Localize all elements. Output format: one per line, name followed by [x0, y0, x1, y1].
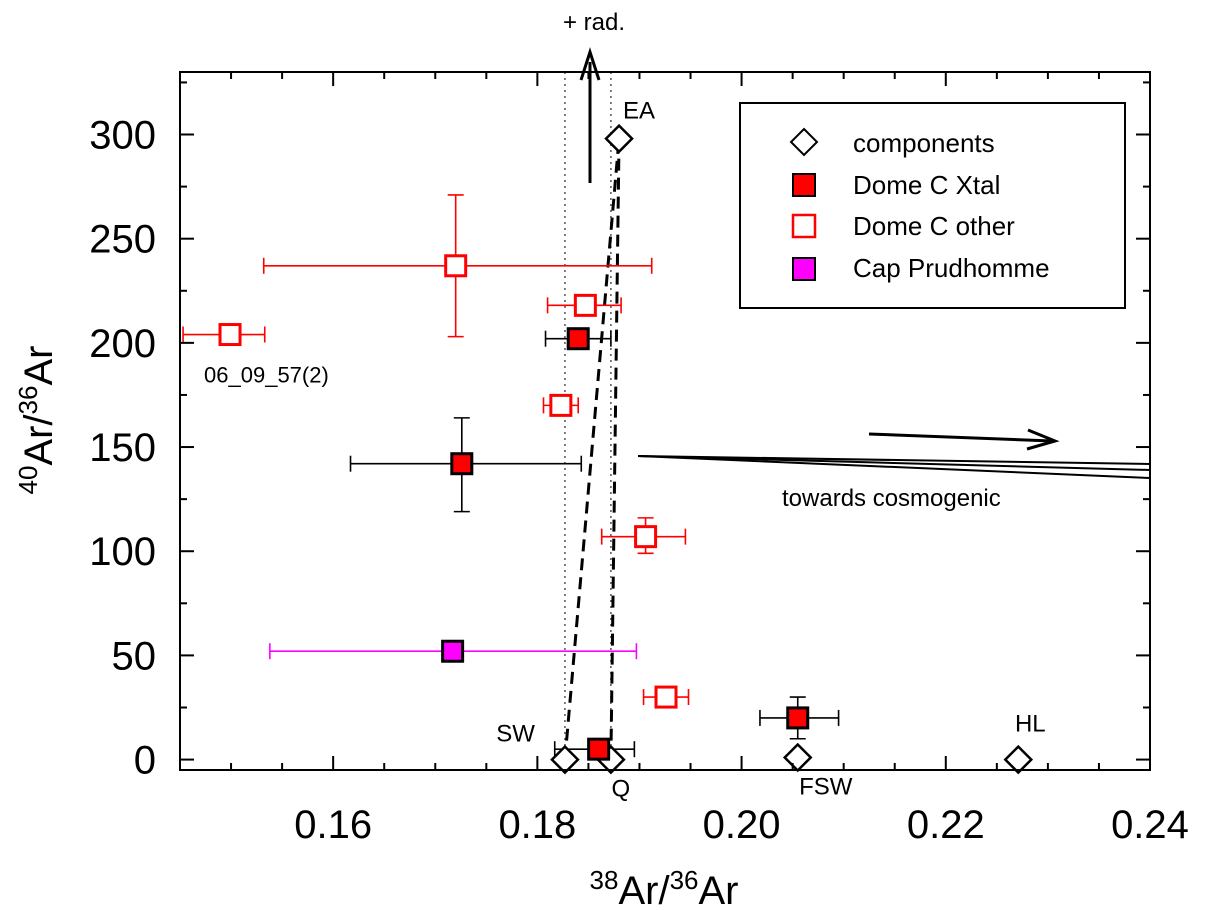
legend-magenta-square-icon — [792, 257, 816, 281]
legend-item-components: components — [789, 127, 995, 158]
data-point — [441, 639, 465, 663]
y-axis-title-sup-right: 36 — [13, 386, 43, 415]
legend-item-dome-c-other: Dome C other — [791, 211, 1015, 241]
cosmogenic-annotation: towards cosmogenic — [637, 428, 1151, 512]
point-label: EA — [623, 98, 655, 125]
data-point — [450, 452, 474, 476]
cosmogenic-fan-line — [637, 455, 1151, 471]
legend-item-dome-c-xtal: Dome C Xtal — [792, 170, 1000, 200]
y-axis-title-mid: Ar/ — [17, 414, 61, 466]
y-tick-label: 150 — [89, 426, 156, 470]
legend: components Dome C Xtal Dome C other Cap … — [739, 102, 1126, 309]
data-point — [573, 293, 597, 317]
legend-item-cap-prudhomme: Cap Prudhomme — [792, 253, 1050, 283]
y-tick-label: 100 — [89, 530, 156, 574]
data-point — [634, 525, 658, 549]
component-point — [550, 744, 580, 775]
x-axis-title-mid: Ar/ — [618, 869, 670, 913]
x-tick-label: 0.16 — [294, 803, 372, 847]
x-tick-label: 0.22 — [907, 803, 985, 847]
mixing-lines — [563, 138, 621, 760]
cosmogenic-arrow-head — [1026, 428, 1060, 451]
point-label: FSW — [799, 773, 853, 800]
y-axis-title-sup-left: 40 — [13, 466, 43, 495]
data-point — [444, 254, 468, 278]
x-tick-label: 0.24 — [1111, 803, 1189, 847]
y-tick-label: 250 — [89, 218, 156, 262]
y-tick-label: 0 — [134, 739, 156, 783]
legend-filled-red-square-icon — [792, 173, 816, 197]
data-point — [566, 327, 590, 351]
mixing-line-dashed — [563, 138, 621, 760]
data-point — [786, 706, 810, 730]
data-point — [654, 685, 678, 709]
component-point — [604, 123, 634, 154]
radiogenic-arrow-head — [579, 47, 601, 81]
component-point — [782, 742, 813, 773]
cosmogenic-label: towards cosmogenic — [782, 485, 1001, 512]
plot-frame — [179, 71, 1151, 771]
point-label: Q — [612, 776, 631, 803]
component-point — [1003, 744, 1034, 775]
legend-label: Dome C other — [853, 211, 1015, 241]
x-axis-title-sup-left: 38 — [590, 865, 619, 895]
x-tick-label: 0.18 — [498, 803, 576, 847]
mixing-line-dashed — [609, 138, 621, 760]
legend-label: components — [853, 128, 995, 158]
y-tick-label: 300 — [89, 114, 156, 158]
y-tick-label: 200 — [89, 322, 156, 366]
legend-open-red-square-icon — [791, 213, 817, 239]
data-point — [218, 323, 242, 347]
data-point — [549, 393, 573, 417]
legend-label: Cap Prudhomme — [853, 253, 1050, 283]
x-axis-title-sup-right: 36 — [670, 865, 699, 895]
plot-area-border — [179, 71, 1151, 771]
radiogenic-label: + rad. — [563, 9, 625, 36]
axis-ticks: 0.16 0.18 0.20 0.22 0.24 0 50 100 150 200 250 300 — [89, 72, 1189, 847]
legend-diamond-icon — [789, 127, 819, 157]
x-tick-label: 0.20 — [703, 803, 781, 847]
legend-label: Dome C Xtal — [853, 170, 1000, 200]
point-labels: SW Q FSW HL EA 06_09_57(2) — [204, 98, 1046, 803]
point-label: HL — [1015, 711, 1046, 738]
y-axis-title-end: Ar — [17, 346, 61, 386]
data-markers — [218, 123, 1034, 775]
point-label: SW — [496, 721, 535, 748]
cosmogenic-arrow-shaft — [868, 432, 1053, 443]
y-tick-label: 50 — [112, 634, 157, 678]
data-point — [587, 737, 611, 761]
x-axis-title-end: Ar — [698, 869, 738, 913]
radiogenic-annotation: + rad. — [563, 9, 625, 183]
point-label: 06_09_57(2) — [204, 363, 329, 388]
y-axis-title: 40Ar/36Ar — [13, 346, 61, 495]
x-axis-title: 38Ar/36Ar — [590, 865, 739, 913]
reference-lines — [564, 72, 612, 770]
cosmogenic-fan-line — [637, 455, 1151, 479]
